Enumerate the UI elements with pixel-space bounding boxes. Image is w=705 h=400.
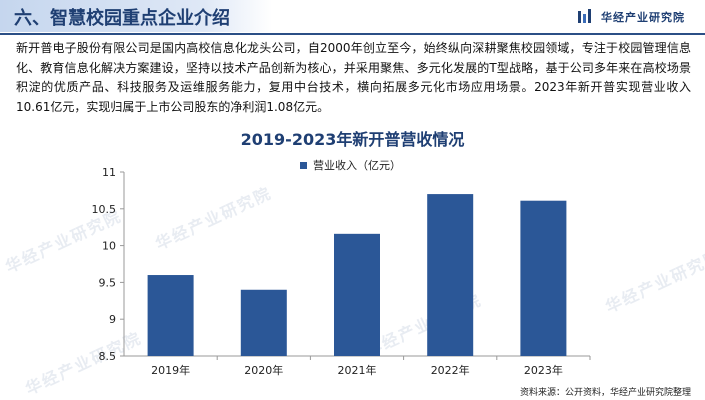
bar — [334, 233, 380, 356]
legend-label: 营业收入（亿元） — [313, 159, 401, 172]
header: 六、智慧校园重点企业介绍 华经产业研究院 — [0, 0, 705, 36]
brand-logo-icon — [578, 9, 591, 23]
brand-name: 华经产业研究院 — [601, 11, 685, 24]
y-tick-label: 10.5 — [92, 203, 117, 216]
x-tick-label: 2021年 — [338, 363, 377, 377]
bar — [147, 275, 194, 356]
y-tick-label: 11 — [102, 166, 116, 179]
y-tick-label: 9 — [109, 313, 116, 326]
y-tick-label: 9.5 — [99, 276, 117, 289]
x-tick-label: 2022年 — [431, 363, 470, 377]
bar — [427, 194, 474, 356]
page-title: 六、智慧校园重点企业介绍 — [14, 8, 230, 29]
bar — [520, 200, 567, 356]
chart-legend: 营业收入（亿元） — [300, 157, 401, 173]
bar — [240, 289, 287, 356]
brand: 华经产业研究院 — [577, 7, 685, 27]
x-tick-label: 2020年 — [244, 363, 283, 377]
legend-swatch — [300, 161, 307, 169]
header-divider — [0, 33, 705, 35]
intro-paragraph: 新开普电子股份有限公司是国内高校信息化龙头公司，自2000年创立至今，始终纵向深… — [16, 41, 691, 114]
y-tick-label: 8.5 — [99, 350, 117, 363]
x-tick-label: 2023年 — [524, 363, 563, 377]
x-tick-label: 2019年 — [151, 363, 190, 377]
source-note: 资料来源：公开资料，华经产业研究院整理 — [519, 388, 691, 398]
chart-title: 2019-2023年新开普营收情况 — [240, 130, 465, 149]
title-band — [0, 0, 272, 32]
y-tick-label: 10 — [102, 240, 116, 253]
